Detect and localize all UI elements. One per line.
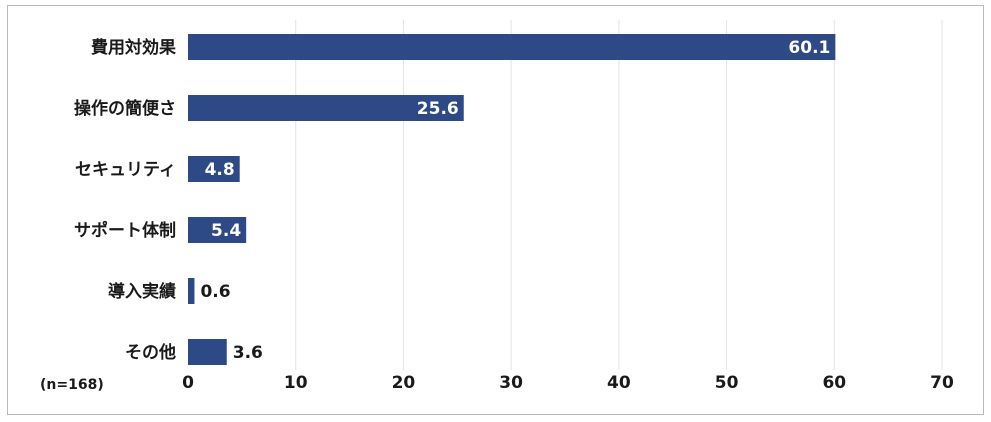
category-label: セキュリティ bbox=[75, 160, 176, 180]
bar bbox=[188, 339, 227, 365]
data-label: 60.1 bbox=[788, 38, 830, 58]
x-tick-label: 0 bbox=[182, 373, 194, 393]
bar bbox=[188, 34, 836, 60]
x-tick-label: 30 bbox=[499, 373, 523, 393]
data-label: 5.4 bbox=[211, 221, 241, 241]
category-label: 導入実績 bbox=[108, 281, 176, 302]
x-tick-label: 10 bbox=[284, 373, 308, 393]
data-label: 0.6 bbox=[200, 282, 230, 302]
bar bbox=[188, 95, 464, 121]
category-label: その他 bbox=[125, 342, 176, 363]
x-tick-label: 50 bbox=[715, 373, 739, 393]
x-axis-ticks: 0 10 20 30 40 50 60 70 bbox=[182, 373, 954, 393]
bar bbox=[188, 156, 240, 182]
category-label: 操作の簡便さ bbox=[74, 98, 176, 119]
chart-frame bbox=[7, 5, 984, 415]
data-label: 4.8 bbox=[205, 160, 235, 180]
category-label: サポート体制 bbox=[74, 220, 176, 241]
data-label: 25.6 bbox=[417, 99, 459, 119]
sample-size-note: (n=168) bbox=[40, 377, 104, 393]
bar bbox=[188, 278, 195, 304]
x-tick-label: 60 bbox=[822, 373, 846, 393]
bars bbox=[188, 34, 836, 365]
x-tick-label: 70 bbox=[930, 373, 954, 393]
x-tick-label: 20 bbox=[392, 373, 416, 393]
data-label: 3.6 bbox=[233, 343, 263, 363]
x-tick-label: 40 bbox=[607, 373, 631, 393]
data-labels: 60.1 25.6 4.8 5.4 0.6 3.6 bbox=[200, 38, 830, 363]
bar bbox=[188, 217, 247, 243]
gridlines bbox=[295, 20, 943, 370]
category-label: 費用対効果 bbox=[91, 37, 176, 58]
